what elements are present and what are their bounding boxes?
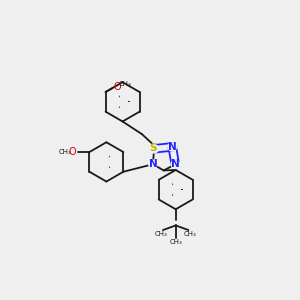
Circle shape: [149, 160, 157, 168]
Text: O: O: [69, 147, 76, 157]
Text: CH₃: CH₃: [169, 239, 182, 245]
Circle shape: [150, 145, 158, 153]
Text: N: N: [168, 142, 177, 152]
Text: CH₃: CH₃: [118, 81, 131, 87]
Text: CH₃: CH₃: [155, 230, 167, 236]
Text: S: S: [149, 143, 157, 153]
Circle shape: [171, 160, 179, 168]
Text: N: N: [148, 159, 158, 169]
Text: N: N: [171, 159, 180, 169]
Text: O: O: [113, 82, 121, 92]
Text: CH₃: CH₃: [184, 230, 197, 236]
Text: CH₃: CH₃: [58, 149, 71, 155]
Circle shape: [168, 143, 176, 151]
